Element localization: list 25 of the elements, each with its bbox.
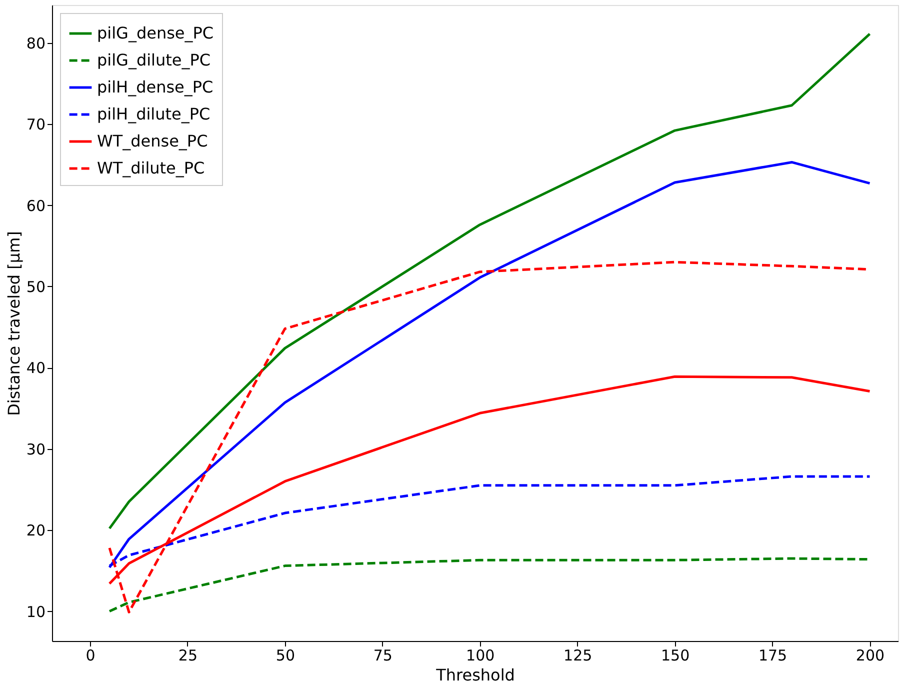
legend-label: pilG_dense_PC (97, 24, 214, 42)
x-axis-title: Threshold (435, 666, 515, 684)
y-tick-label: 20 (26, 522, 46, 540)
legend-label: pilH_dense_PC (97, 78, 214, 96)
legend-label: WT_dense_PC (97, 132, 208, 150)
y-tick-label: 10 (26, 602, 46, 621)
x-tick-label: 0 (86, 646, 96, 664)
x-tick-label: 50 (276, 646, 295, 664)
y-tick-label: 40 (26, 359, 46, 378)
y-tick-label: 50 (26, 278, 46, 296)
y-axis-title: Distance traveled [µm] (4, 231, 24, 416)
legend-label: WT_dilute_PC (97, 158, 205, 178)
x-tick-label: 125 (564, 646, 592, 664)
x-tick-label: 150 (660, 646, 690, 664)
x-tick-label: 75 (373, 646, 392, 664)
x-tick-label: 200 (856, 646, 885, 664)
y-tick-label: 30 (26, 440, 46, 458)
y-tick-label: 60 (26, 196, 46, 215)
legend-label: pilH_dilute_PC (97, 104, 210, 124)
x-tick-label: 100 (466, 646, 495, 664)
x-tick-label: 25 (178, 646, 198, 664)
x-tick-label: 175 (758, 646, 788, 664)
y-tick-label: 70 (26, 116, 46, 134)
y-tick-label: 80 (26, 34, 46, 52)
legend-label: pilG_dilute_PC (97, 50, 211, 70)
